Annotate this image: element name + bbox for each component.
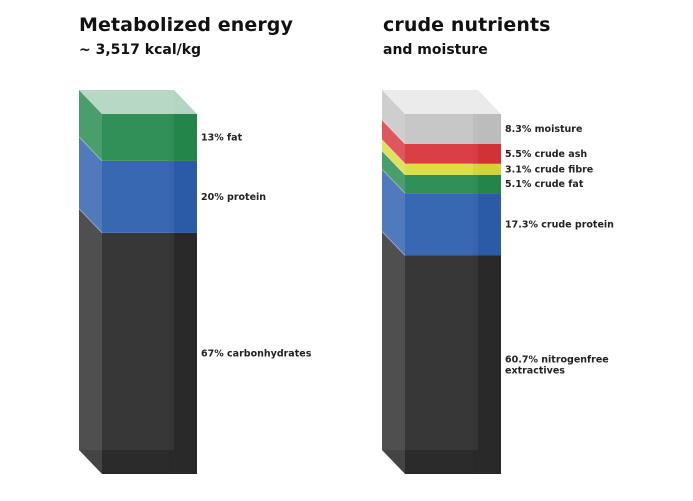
chart1-seg-1-front-shade [169,232,197,474]
chart2-seg-2-front-shade [473,193,501,256]
chart2-seg-2-side [382,169,405,256]
chart2-seg-3-front-shade [473,174,501,194]
chart2-seg-3-label: 5.1% crude fat [505,179,584,190]
chart2-sep-1 [381,231,406,256]
chart1-seg-1-side [79,208,102,475]
chart1-seg-2-label: 20% protein [201,192,266,203]
chart1-seg-2-side [79,136,102,233]
chart1-sep-2 [78,136,103,162]
chart2-seg-1-front-shade [473,255,501,474]
chart2-sep-2 [381,168,406,194]
chart2-seg-4-label: 3.1% crude fibre [505,164,593,175]
chart1-seg-3-front-shade [169,114,197,161]
chart2-top-face [382,90,501,114]
chart2-seg-6-side [382,90,405,144]
chart-subtitle-nutrients: and moisture [383,42,488,58]
chart2-seg-4-side [382,139,405,175]
chart2-seg-2-label: 17.3% crude protein [505,219,614,230]
chart2-sep-3 [381,150,406,176]
chart2-seg-5-label: 5.5% crude ash [505,149,587,160]
chart2-seg-1-side [382,231,405,474]
chart2-seg-6-front-shade [473,114,501,144]
chart2-seg-4-front-shade [473,163,501,175]
chart1-top-face [79,90,197,114]
chart1-seg-3-side [79,90,102,161]
chart2-sep-4 [381,139,406,165]
chart1-back-panel [79,90,174,450]
chart-subtitle-energy: ~ 3,517 kcal/kg [79,42,202,58]
chart2-sep-5 [381,119,406,145]
chart-title-nutrients: crude nutrients [383,14,551,36]
chart1-seg-1-label: 67% carbonhydrates [201,348,312,359]
chart2-seg-5-front-shade [473,143,501,164]
chart1-seg-3-label: 13% fat [201,132,243,143]
chart1-sep-1 [78,208,103,234]
chart2-seg-5-side [382,119,405,164]
chart2-seg-1-label: 60.7% nitrogenfree extractives [505,355,609,377]
chart2-seg-4-front [405,163,501,175]
chart2-seg-3-side [382,150,405,194]
chart2-seg-6-label: 8.3% moisture [505,124,582,135]
chart2-back-panel [382,90,478,450]
chart1-seg-2-front-shade [169,160,197,233]
chart-title-energy: Metabolized energy [79,14,293,36]
